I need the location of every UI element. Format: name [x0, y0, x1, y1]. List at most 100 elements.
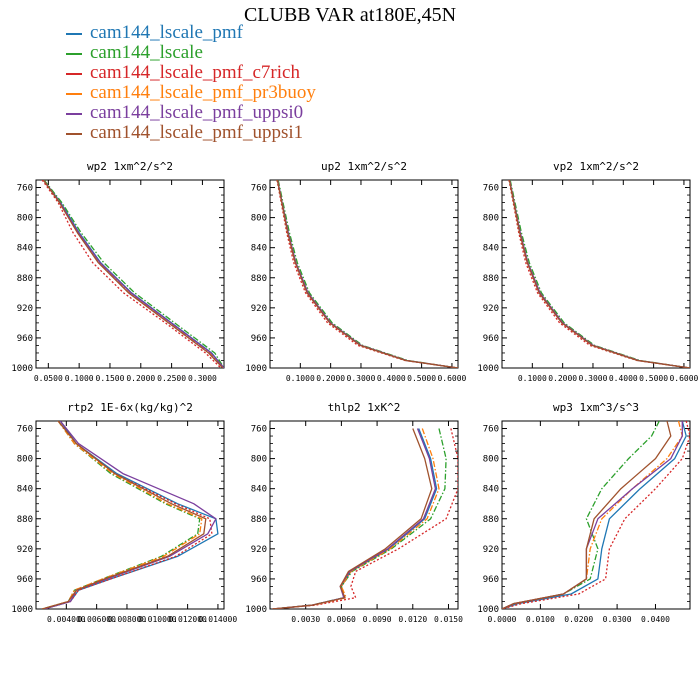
panel-title: thlp2 1xK^2 — [328, 401, 401, 414]
x-tick-label: 0.6000 — [669, 374, 698, 383]
series-line — [272, 428, 447, 609]
panel-frame — [501, 420, 691, 610]
x-tick-label: 0.0300 — [603, 615, 632, 624]
x-tick-label: 0.010000 — [138, 615, 177, 624]
x-tick-label: 0.4000 — [609, 374, 638, 383]
y-tick-label: 760 — [17, 184, 33, 194]
x-tick-label: 0.3000 — [347, 374, 376, 383]
x-tick-label: 0.008000 — [108, 615, 147, 624]
y-tick-label: 840 — [483, 244, 499, 254]
y-tick-label: 1000 — [245, 364, 267, 374]
y-tick-label: 1000 — [11, 364, 33, 374]
legend-item: cam144_lscale_pmf_uppsi1 — [66, 123, 426, 144]
panel-frame — [269, 420, 459, 610]
y-tick-label: 760 — [483, 425, 499, 435]
y-tick-label: 800 — [17, 455, 33, 465]
y-tick-label: 880 — [251, 274, 267, 284]
legend-item: cam144_lscale_pmf_uppsi0 — [66, 102, 426, 124]
series-line — [508, 180, 690, 368]
y-tick-label: 880 — [251, 515, 267, 525]
y-tick-label: 960 — [483, 334, 499, 344]
legend-label: cam144_lscale_pmf — [90, 22, 244, 43]
y-tick-label: 1000 — [245, 605, 267, 615]
series-line — [41, 421, 201, 609]
series-line — [508, 180, 690, 368]
x-tick-label: 0.0060 — [327, 615, 356, 624]
panel-2: up2 1xm^2/s^2 760 800 840 880 920 960 1000 0.100… — [245, 160, 466, 383]
y-tick-label: 960 — [17, 334, 33, 344]
y-tick-label: 840 — [251, 244, 267, 254]
x-tick-label: 0.2000 — [548, 374, 577, 383]
y-tick-label: 960 — [17, 575, 33, 585]
x-tick-label: 0.1000 — [518, 374, 547, 383]
y-tick-label: 760 — [251, 184, 267, 194]
y-tick-label: 800 — [251, 214, 267, 224]
series-line — [502, 421, 687, 609]
x-tick-label: 0.1000 — [286, 374, 315, 383]
y-tick-label: 920 — [251, 304, 267, 314]
series-line — [509, 180, 690, 368]
y-tick-label: 760 — [17, 425, 33, 435]
series-line — [43, 421, 213, 609]
x-tick-label: 0.2000 — [316, 374, 345, 383]
panel-frame — [501, 179, 691, 369]
panel-title: rtp2 1E-6x(kg/kg)^2 — [67, 401, 193, 414]
y-tick-label: 880 — [483, 515, 499, 525]
y-tick-label: 920 — [483, 304, 499, 314]
y-tick-label: 840 — [17, 244, 33, 254]
legend-swatch — [66, 53, 82, 55]
series-line — [502, 421, 660, 609]
panel-frame — [35, 179, 225, 369]
series-line — [272, 428, 437, 609]
x-tick-label: 0.3000 — [579, 374, 608, 383]
x-tick-label: 0.014000 — [199, 615, 238, 624]
y-tick-label: 960 — [251, 334, 267, 344]
y-tick-label: 760 — [483, 184, 499, 194]
legend-item: cam144_lscale — [66, 43, 426, 64]
legend-label: cam144_lscale_pmf_uppsi0 — [90, 102, 304, 123]
x-tick-label: 0.0500 — [34, 374, 63, 383]
legend-label: cam144_lscale_pmf_pr3buoy — [90, 82, 316, 103]
series-line — [41, 180, 222, 368]
series-line — [272, 428, 433, 609]
y-tick-label: 760 — [251, 425, 267, 435]
panel-title: vp2 1xm^2/s^2 — [553, 160, 639, 173]
x-tick-label: 0.0090 — [363, 615, 392, 624]
x-tick-label: 0.0030 — [291, 615, 320, 624]
series-group — [272, 428, 458, 609]
series-group — [502, 421, 690, 609]
x-tick-label: 0.0120 — [398, 615, 427, 624]
legend-swatch — [66, 73, 82, 75]
panel-title: up2 1xm^2/s^2 — [321, 160, 407, 173]
y-tick-label: 1000 — [11, 605, 33, 615]
series-line — [272, 428, 458, 609]
series-group — [276, 180, 458, 368]
legend-swatch — [66, 93, 82, 95]
y-tick-label: 880 — [17, 515, 33, 525]
legend-item: cam144_lscale_pmf_pr3buoy — [66, 82, 426, 104]
y-tick-label: 840 — [17, 485, 33, 495]
legend-swatch — [66, 133, 82, 135]
series-line — [41, 421, 203, 609]
series-line — [502, 421, 683, 609]
y-tick-label: 920 — [251, 545, 267, 555]
series-line — [42, 180, 224, 368]
panel-title: wp3 1xm^3/s^3 — [553, 401, 639, 414]
y-tick-label: 800 — [17, 214, 33, 224]
y-tick-label: 800 — [483, 214, 499, 224]
series-group — [41, 421, 219, 609]
x-tick-label: 0.0000 — [488, 615, 517, 624]
y-tick-label: 960 — [483, 575, 499, 585]
x-tick-label: 0.004000 — [47, 615, 86, 624]
panel-5: thlp2 1xK^2 760 800 840 880 920 960 1000 0.0030 0… — [245, 401, 463, 624]
x-tick-label: 0.2500 — [157, 374, 186, 383]
series-line — [272, 428, 440, 609]
series-line — [276, 180, 458, 368]
legend-item: cam144_lscale_pmf_c7rich — [66, 63, 426, 84]
x-tick-label: 0.6000 — [437, 374, 466, 383]
series-line — [276, 180, 458, 368]
series-line — [272, 428, 438, 609]
y-tick-label: 920 — [483, 545, 499, 555]
